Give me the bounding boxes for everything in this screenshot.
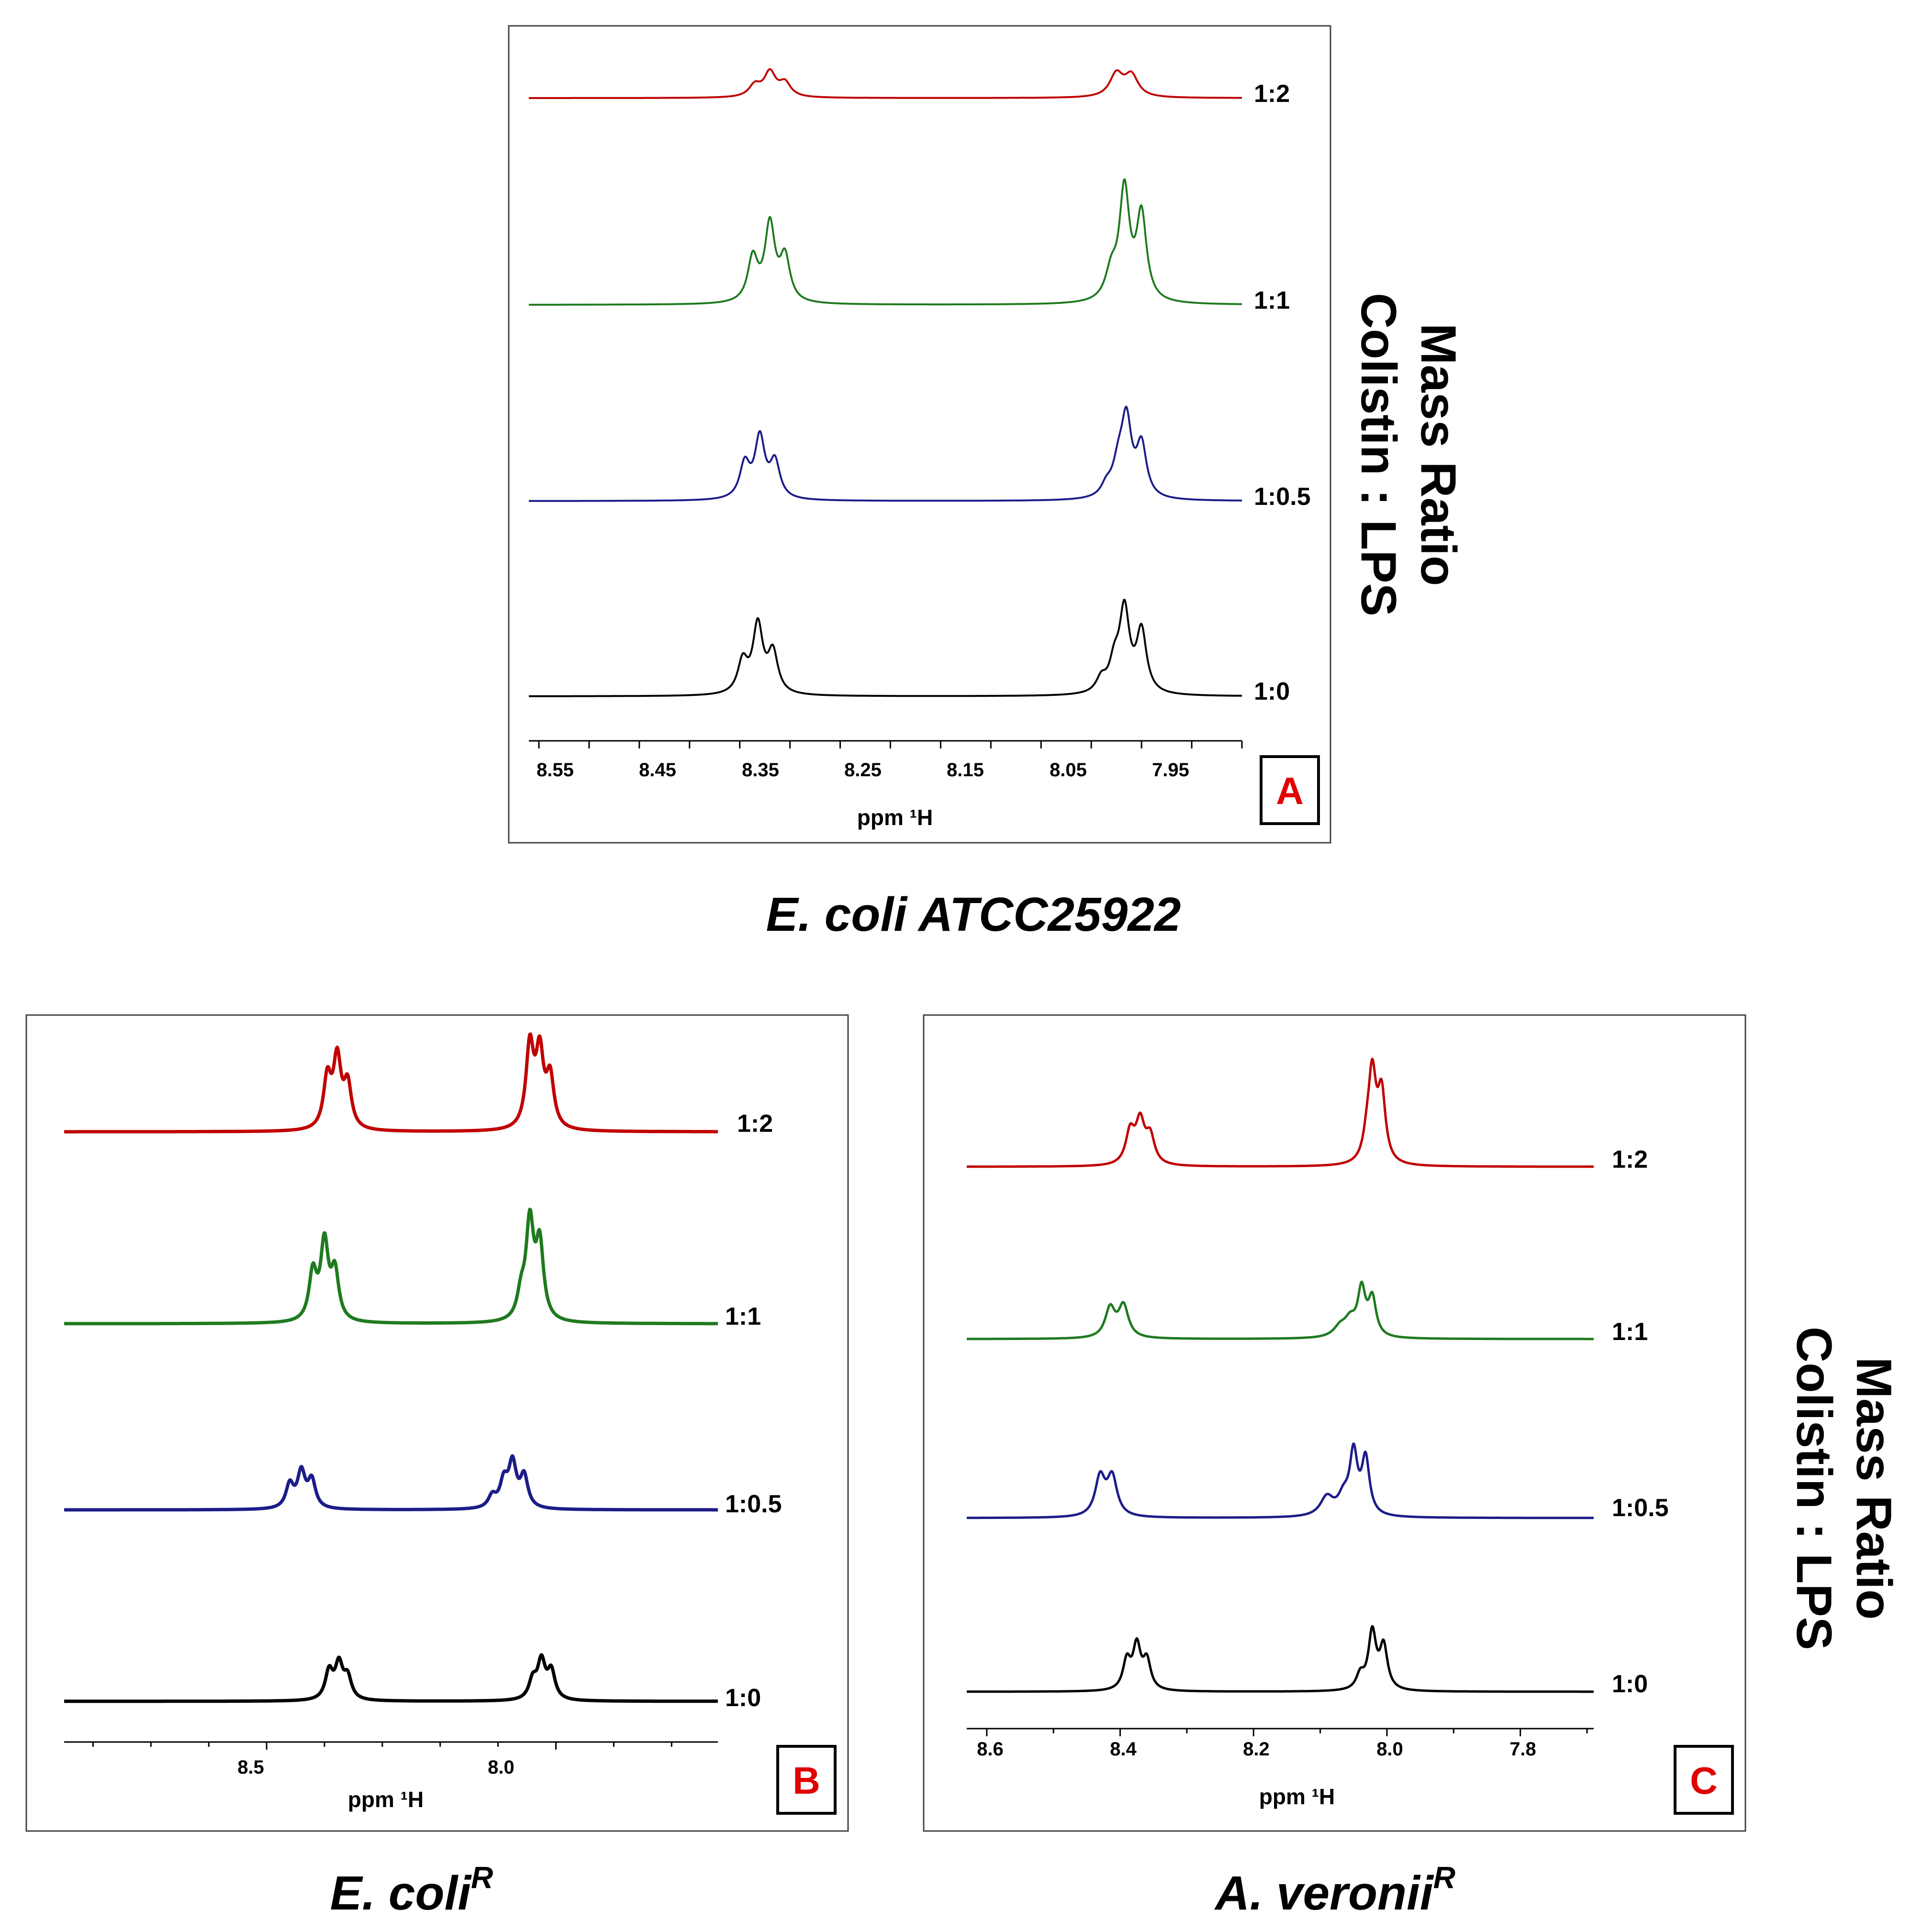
panel-b-ticks	[92, 1742, 672, 1750]
panel-a-tick-label-6: 8.05	[1050, 759, 1087, 781]
panel-a-ratio-label-4: 1:0	[1254, 678, 1290, 705]
panel-b: 1:2 1:1 1:0.5 1:0 8.5 8.0 ppm ¹H B	[25, 1014, 849, 1832]
panel-c-tick-label-4: 8.0	[1376, 1739, 1403, 1760]
panel-c-ratio-label-4: 1:0	[1612, 1670, 1648, 1698]
panel-a-tick-label-3: 8.35	[742, 759, 779, 781]
panel-b-traces	[63, 1032, 719, 1703]
panel-b-trace-1-0_5	[63, 1454, 719, 1512]
panel-c-x-axis-label: ppm ¹H	[1259, 1784, 1335, 1809]
panel-b-caption: E. coliR	[330, 1860, 493, 1920]
panel-a-frame	[508, 25, 1331, 844]
panel-b-ratio-label-3: 1:0.5	[725, 1490, 782, 1518]
panel-c-ratio-label-2: 1:1	[1612, 1318, 1648, 1346]
panel-b-tick-label-1: 8.5	[237, 1757, 264, 1778]
panel-a-trace-1-0_5	[528, 405, 1242, 502]
panel-b-x-axis-label: ppm ¹H	[348, 1787, 424, 1812]
panel-a-ratio-label-2: 1:1	[1254, 287, 1290, 314]
panel-c-trace-1-1	[966, 1280, 1594, 1340]
side-label-bottom-line1: Mass Ratio	[1846, 1357, 1901, 1619]
panel-a-trace-1-0	[528, 599, 1242, 697]
panel-c-tick-label-2: 8.4	[1110, 1739, 1137, 1760]
panel-c-ratio-label-3: 1:0.5	[1612, 1494, 1669, 1522]
panel-a-trace-1-1	[528, 178, 1242, 306]
side-label-top-line2: Colistin : LPS	[1351, 293, 1406, 616]
panel-b-letter-box	[776, 1745, 837, 1815]
panel-c-letter: C	[1690, 1759, 1718, 1802]
panel-b-trace-1-0	[63, 1653, 719, 1703]
panel-a-tick-label-4: 8.25	[844, 759, 882, 781]
panel-a-tick-label-5: 8.15	[947, 759, 984, 781]
panel-c-frame	[923, 1014, 1746, 1832]
panel-c-letter-box	[1674, 1745, 1734, 1815]
panel-a-ratio-label-3: 1:0.5	[1254, 483, 1311, 511]
panel-c: 1:2 1:1 1:0.5 1:0 8.6 8.4 8.2 8.0 7.8 pp…	[923, 1014, 1746, 1832]
panel-c-ticks	[986, 1729, 1588, 1736]
panel-a-letter-box	[1260, 755, 1320, 825]
panel-b-trace-1-2	[63, 1032, 719, 1134]
panel-a: 1:2 1:1 1:0.5 1:0 8.55 8.45 8.35 8.25 8.…	[508, 25, 1331, 844]
panel-a-x-axis-label: ppm ¹H	[857, 805, 933, 830]
panel-a-caption: E. coli ATCC25922	[766, 888, 1181, 941]
side-label-bottom: Mass Ratio Colistin : LPS	[1786, 1327, 1901, 1650]
panel-c-traces	[966, 1058, 1594, 1693]
panel-c-tick-label-1: 8.6	[977, 1739, 1004, 1760]
panel-b-trace-1-1	[63, 1207, 719, 1326]
panel-c-trace-1-0	[966, 1625, 1594, 1693]
panel-c-tick-label-3: 8.2	[1243, 1739, 1270, 1760]
panel-c-caption-text: A. veronii	[1214, 1866, 1434, 1920]
panel-a-letter: A	[1276, 770, 1304, 812]
panel-a-tick-label-1: 8.55	[536, 759, 574, 781]
side-label-top: Mass Ratio Colistin : LPS	[1351, 293, 1466, 616]
panel-c-ratio-label-1: 1:2	[1612, 1146, 1648, 1173]
panel-c-caption-sup: R	[1433, 1860, 1455, 1895]
panel-c-trace-1-2	[966, 1058, 1594, 1168]
panel-c-trace-1-0_5	[966, 1442, 1594, 1519]
panel-a-traces	[528, 68, 1242, 697]
panel-b-caption-sup: R	[471, 1860, 493, 1895]
panel-b-frame	[25, 1014, 849, 1832]
panel-c-tick-label-5: 7.8	[1509, 1739, 1536, 1760]
side-label-top-line1: Mass Ratio	[1410, 323, 1466, 586]
panel-b-ratio-label-1: 1:2	[737, 1110, 773, 1138]
panel-b-caption-text: E. coli	[330, 1866, 472, 1920]
side-label-bottom-line2: Colistin : LPS	[1786, 1327, 1842, 1650]
panel-c-caption: A. veroniiR	[1214, 1860, 1455, 1920]
panel-b-letter: B	[793, 1759, 820, 1802]
panel-a-ratio-label-1: 1:2	[1254, 80, 1290, 108]
panel-a-tick-label-7: 7.95	[1152, 759, 1189, 781]
panel-b-ratio-label-4: 1:0	[725, 1684, 761, 1712]
panel-b-ratio-label-2: 1:1	[725, 1303, 761, 1330]
panel-a-trace-1-2	[528, 68, 1242, 99]
panel-a-tick-label-2: 8.45	[639, 759, 676, 781]
panel-b-tick-label-2: 8.0	[488, 1757, 514, 1778]
panel-a-ticks	[538, 741, 1243, 748]
